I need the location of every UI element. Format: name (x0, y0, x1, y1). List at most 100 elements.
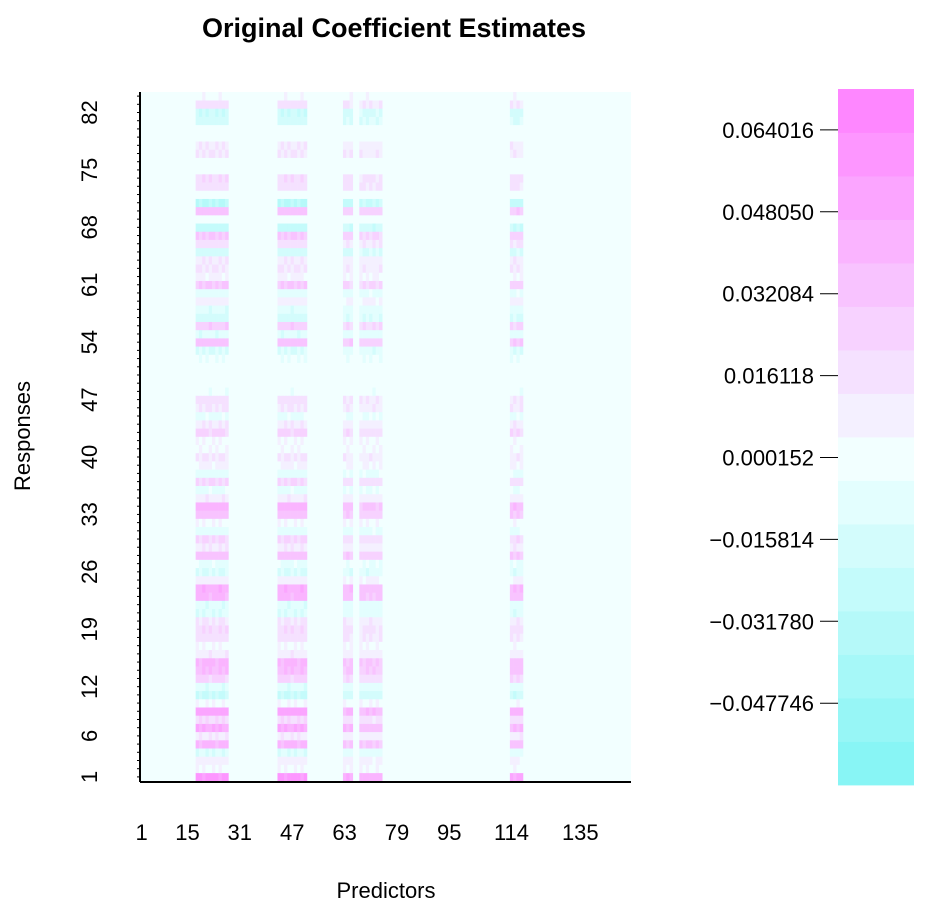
heatmap-cell (519, 206, 524, 216)
heatmap-cell (378, 379, 383, 388)
heatmap-cell (300, 682, 304, 692)
heatmap-cell (215, 215, 219, 224)
heatmap-cell (509, 305, 514, 314)
heatmap-cell (208, 502, 213, 511)
heatmap-cell (359, 297, 363, 306)
heatmap-cell (369, 362, 373, 372)
heatmap-cell (297, 182, 301, 191)
heatmap-cell (300, 756, 304, 765)
heatmap-cell (212, 559, 216, 569)
heatmap-cell (215, 420, 219, 429)
heatmap-cell (369, 223, 373, 232)
heatmap-cell (277, 534, 282, 544)
heatmap-cell (519, 666, 524, 675)
heatmap-cell (284, 575, 288, 585)
heatmap-cell (509, 174, 514, 183)
heatmap-cell (509, 756, 514, 765)
heatmap-cell (221, 666, 226, 675)
heatmap-cell (359, 543, 363, 552)
heatmap-cell (362, 592, 367, 601)
heatmap-cell (205, 321, 210, 331)
colorbar-swatch (838, 437, 914, 481)
heatmap-cell (303, 567, 308, 577)
heatmap-cell (277, 502, 282, 511)
heatmap-cell (513, 100, 517, 109)
heatmap-cell (202, 559, 206, 569)
heatmap-cell (372, 100, 376, 109)
heatmap-cell (297, 280, 301, 290)
heatmap-cell (359, 682, 363, 692)
heatmap-cell (277, 370, 282, 380)
heatmap-cell (221, 510, 226, 519)
heatmap-cell (303, 698, 308, 708)
heatmap-cell (221, 567, 226, 577)
heatmap-cell (284, 387, 288, 396)
heatmap-cell (287, 387, 291, 396)
heatmap-cell (277, 239, 282, 249)
heatmap-cell (198, 567, 203, 577)
heatmap-cell (303, 354, 308, 363)
heatmap-cell (509, 395, 514, 404)
heatmap-cell (208, 329, 213, 339)
heatmap-cell (375, 502, 380, 511)
heatmap-cell (202, 190, 206, 199)
heatmap-cell (359, 551, 363, 560)
heatmap-cell (346, 165, 350, 175)
heatmap-cell (365, 551, 370, 560)
heatmap-cell (277, 510, 282, 519)
heatmap-cell (212, 633, 216, 642)
heatmap-cell (346, 625, 350, 634)
heatmap-cell (362, 165, 367, 175)
heatmap-cell (198, 329, 203, 339)
heatmap-cell (362, 575, 367, 585)
heatmap-cell (378, 452, 383, 462)
heatmap-cell (202, 247, 206, 257)
heatmap-cell (284, 362, 288, 372)
heatmap-cell (205, 256, 210, 265)
heatmap-cell (287, 641, 291, 651)
heatmap-cell (513, 477, 517, 487)
heatmap-cell (372, 764, 376, 774)
heatmap-cell (349, 247, 354, 257)
heatmap-cell (349, 313, 354, 322)
heatmap-cell (215, 108, 219, 117)
heatmap-cell (362, 707, 367, 716)
heatmap-cell (198, 723, 203, 733)
heatmap-cell (198, 625, 203, 634)
heatmap-cell (290, 190, 295, 199)
heatmap-cell (346, 379, 350, 388)
heatmap-cell (365, 436, 370, 445)
heatmap-cell (218, 461, 223, 470)
heatmap-cell (290, 403, 295, 413)
heatmap-cell (202, 297, 206, 306)
heatmap-cell (519, 420, 524, 429)
heatmap-cell (208, 698, 213, 708)
heatmap-cell (212, 707, 216, 716)
heatmap-cell (359, 502, 363, 511)
heatmap-cell (342, 493, 347, 503)
heatmap-cell (198, 395, 203, 404)
heatmap-cell (375, 723, 380, 733)
heatmap-cell (516, 313, 520, 322)
heatmap-cell (362, 444, 367, 454)
heatmap-cell (375, 411, 380, 421)
heatmap-cell (300, 575, 304, 585)
heatmap-cell (297, 395, 301, 404)
heatmap-cell (513, 748, 517, 757)
heatmap-cell (215, 674, 219, 683)
heatmap-cell (513, 502, 517, 511)
heatmap-cell (362, 657, 367, 667)
heatmap-cell (195, 444, 200, 454)
heatmap-cell (516, 674, 520, 683)
heatmap-cell (290, 575, 295, 585)
heatmap-cell (303, 174, 308, 183)
heatmap-cell (195, 657, 200, 667)
heatmap-cell (221, 739, 226, 749)
heatmap-cell (293, 633, 298, 642)
heatmap-cell (287, 239, 291, 249)
heatmap-cell (359, 256, 363, 265)
heatmap-cell (287, 739, 291, 749)
heatmap-cell (359, 395, 363, 404)
heatmap-cell (198, 92, 203, 101)
heatmap-cell (509, 682, 514, 692)
